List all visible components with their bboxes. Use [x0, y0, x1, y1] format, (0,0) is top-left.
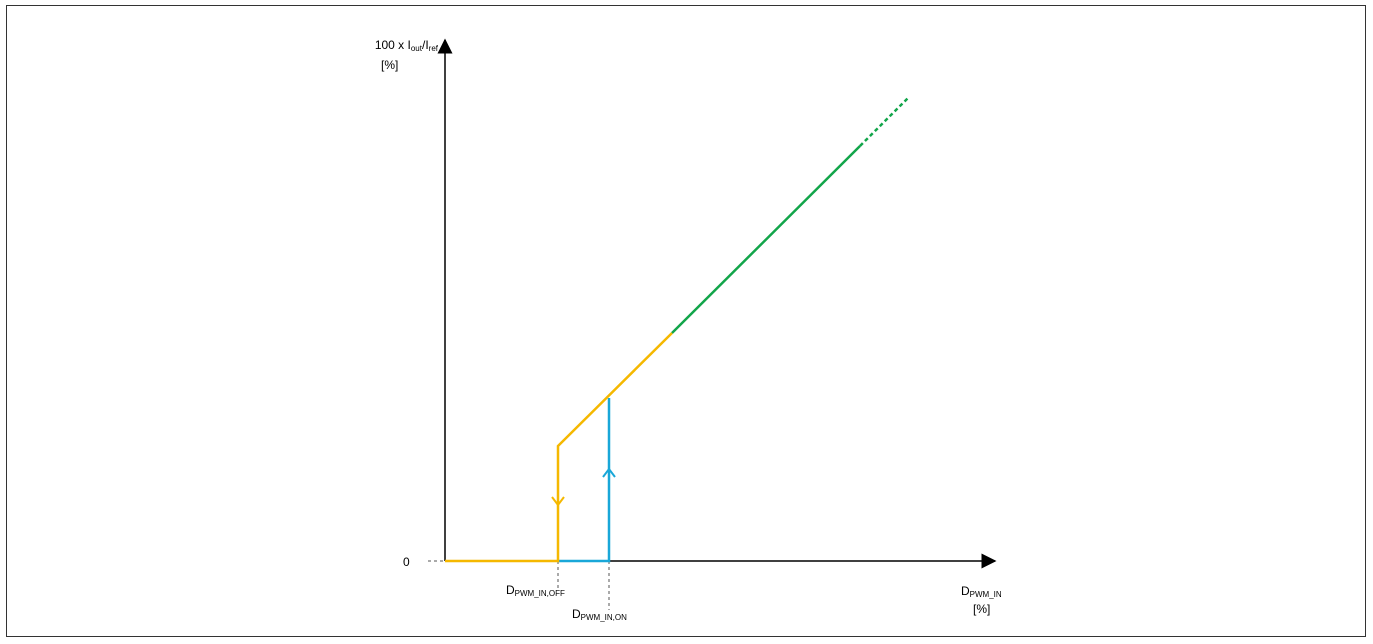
off-threshold-label: DPWM_IN,OFF: [506, 583, 565, 598]
diagram-frame: [6, 5, 1366, 637]
zero-label: 0: [403, 555, 410, 569]
x-axis-unit: [%]: [973, 602, 990, 616]
turn-off-path: [445, 332, 673, 563]
y-axis-label: 100 x Iout/Iref: [375, 38, 439, 53]
y-axis-unit: [%]: [381, 58, 398, 72]
on-threshold-label: DPWM_IN,ON: [572, 607, 627, 622]
linear-region-extension: [859, 97, 909, 147]
turn-on-arrow: [602, 467, 616, 478]
x-axis-label: DPWM_IN: [961, 584, 1002, 599]
linear-region: [671, 145, 861, 334]
turn-off-arrow: [551, 496, 565, 507]
turn-on-path: [558, 398, 611, 563]
